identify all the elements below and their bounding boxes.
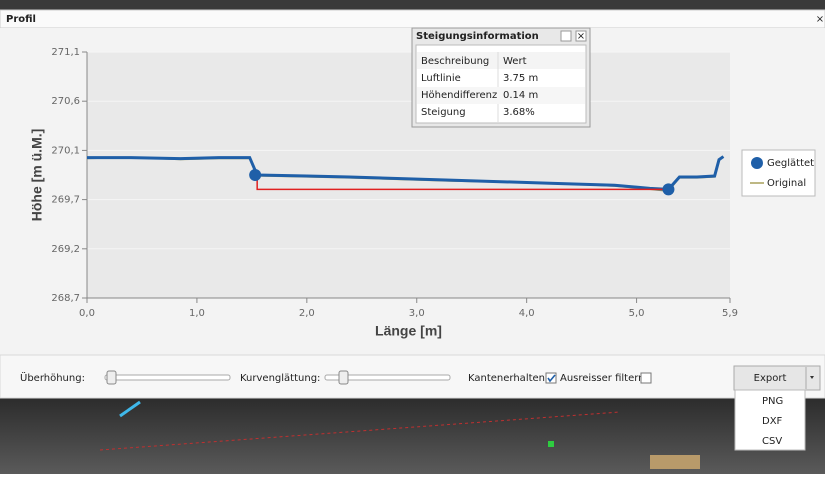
y-tick-label: 270,1 xyxy=(51,145,80,156)
dropdown-arrow[interactable] xyxy=(810,376,814,379)
table-cell: Luftlinie xyxy=(421,73,461,84)
slider-thumb[interactable] xyxy=(338,370,349,385)
legend xyxy=(741,149,816,197)
popup-close-button[interactable] xyxy=(575,30,587,42)
export-label[interactable]: Export xyxy=(754,373,787,384)
map-background xyxy=(0,0,825,10)
y-tick-label: 269,2 xyxy=(51,244,80,255)
popup-close[interactable]: × xyxy=(577,31,585,42)
popup-table-body: Beschreibung Wert Luftlinie 3.75 m Höhendiff… xyxy=(417,52,585,122)
map-feature xyxy=(119,400,141,418)
export-menu-items: PNG DXF CSV xyxy=(762,396,783,447)
x-tick-label: 4,0 xyxy=(519,308,535,319)
map-background xyxy=(0,398,825,474)
label: Kurvenglättung: xyxy=(240,373,320,384)
plot-area xyxy=(87,52,730,298)
pin-button[interactable] xyxy=(560,30,572,42)
row-stripe xyxy=(417,87,585,104)
menu-item[interactable]: PNG xyxy=(762,396,783,407)
map-feature xyxy=(650,455,700,469)
label: Überhöhung: xyxy=(20,371,85,384)
table-cell: Steigung xyxy=(421,107,466,118)
x-tick-label: 5,0 xyxy=(629,308,645,319)
slider-thumb[interactable] xyxy=(106,370,117,385)
selected-point xyxy=(662,183,675,196)
close-button[interactable]: × xyxy=(816,14,824,25)
x-axis-title: Länge [m] xyxy=(375,323,442,339)
window-title: Profil xyxy=(6,14,36,25)
table-header xyxy=(417,52,585,69)
check-mark xyxy=(547,374,556,383)
menu-item[interactable]: DXF xyxy=(762,416,783,427)
popup-title: Steigungsinformation xyxy=(416,31,539,42)
export-menu xyxy=(734,389,806,451)
x-tick-label: 3,0 xyxy=(409,308,425,319)
legend-label: Original xyxy=(767,178,806,189)
checkbox[interactable] xyxy=(640,372,652,384)
legend-label: Geglättet xyxy=(767,158,814,169)
y-tick-label: 270,6 xyxy=(51,96,80,107)
x-tick-label: 5,9 xyxy=(722,308,738,319)
y-tick-label: 268,7 xyxy=(51,293,80,304)
popup: Steigungsinformation × Beschreibung Wert L… xyxy=(411,27,591,128)
y-axis-title: Höhe [m ü.M.] xyxy=(29,129,45,222)
map-feature xyxy=(99,411,621,451)
title-bar xyxy=(0,9,825,29)
series-line xyxy=(87,155,725,191)
slider[interactable] xyxy=(104,374,231,381)
x-tick-label: 1,0 xyxy=(189,308,205,319)
column-header: Beschreibung xyxy=(421,56,489,67)
legend-marker xyxy=(751,157,763,169)
table-cell: 3.68% xyxy=(503,107,535,118)
slider[interactable] xyxy=(324,374,451,381)
label: Kantenerhaltend: xyxy=(468,373,555,384)
menu-item[interactable]: CSV xyxy=(762,436,782,447)
checkbox[interactable] xyxy=(545,372,557,384)
column-header: Wert xyxy=(503,56,527,67)
table-cell: 0.14 m xyxy=(503,90,538,101)
selected-point xyxy=(249,169,262,181)
x-tick-label: 0,0 xyxy=(79,308,95,319)
map-feature xyxy=(548,441,554,447)
table-cell: 3.75 m xyxy=(503,73,538,84)
chart: 268,7 269,2 269,7 270,1 270,6 271,1 0,0 1,0 2,0 3… xyxy=(29,47,816,339)
table-cell: Höhendifferenz xyxy=(421,90,497,101)
x-tick-label: 2,0 xyxy=(299,308,315,319)
y-tick-label: 269,7 xyxy=(51,195,80,206)
y-tick-label: 271,1 xyxy=(51,47,80,58)
label: Ausreisser filtern: xyxy=(560,373,648,384)
